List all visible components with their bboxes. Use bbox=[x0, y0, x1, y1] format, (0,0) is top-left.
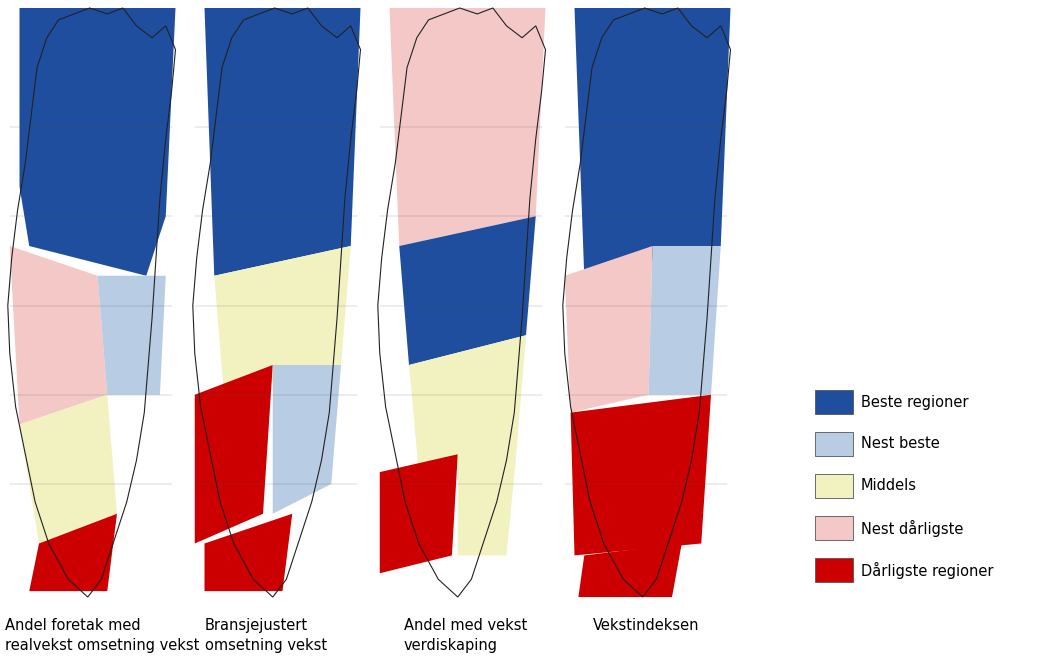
Text: Andel med vekst: Andel med vekst bbox=[404, 618, 527, 633]
Polygon shape bbox=[195, 365, 273, 543]
Polygon shape bbox=[29, 513, 117, 591]
Polygon shape bbox=[648, 246, 721, 395]
Polygon shape bbox=[409, 335, 526, 472]
Bar bbox=[815, 474, 853, 498]
Text: omsetning vekst: omsetning vekst bbox=[205, 638, 326, 653]
Polygon shape bbox=[273, 365, 341, 513]
Polygon shape bbox=[380, 454, 457, 573]
Text: Nest beste: Nest beste bbox=[861, 436, 940, 452]
Polygon shape bbox=[400, 216, 536, 365]
Polygon shape bbox=[20, 8, 175, 276]
Text: verdiskaping: verdiskaping bbox=[404, 638, 498, 653]
Polygon shape bbox=[575, 8, 730, 276]
Text: Dårligste regioner: Dårligste regioner bbox=[861, 561, 993, 579]
Polygon shape bbox=[20, 395, 117, 543]
Bar bbox=[815, 432, 853, 456]
Polygon shape bbox=[389, 8, 545, 246]
Text: realvekst omsetning vekst: realvekst omsetning vekst bbox=[5, 638, 199, 653]
Bar bbox=[815, 516, 853, 540]
Polygon shape bbox=[9, 246, 107, 424]
Text: Middels: Middels bbox=[861, 478, 917, 494]
Text: Vekstindeksen: Vekstindeksen bbox=[593, 618, 700, 633]
Polygon shape bbox=[214, 246, 350, 395]
Polygon shape bbox=[571, 395, 711, 555]
Polygon shape bbox=[205, 513, 293, 591]
Text: Beste regioner: Beste regioner bbox=[861, 394, 968, 410]
Polygon shape bbox=[564, 246, 652, 413]
Polygon shape bbox=[457, 454, 516, 555]
Text: Bransjejustert: Bransjejustert bbox=[205, 618, 307, 633]
Bar bbox=[815, 390, 853, 414]
Bar bbox=[815, 558, 853, 582]
Text: Nest dårligste: Nest dårligste bbox=[861, 519, 963, 537]
Polygon shape bbox=[98, 276, 166, 395]
Polygon shape bbox=[205, 8, 361, 276]
Polygon shape bbox=[578, 543, 682, 597]
Text: Andel foretak med: Andel foretak med bbox=[5, 618, 141, 633]
